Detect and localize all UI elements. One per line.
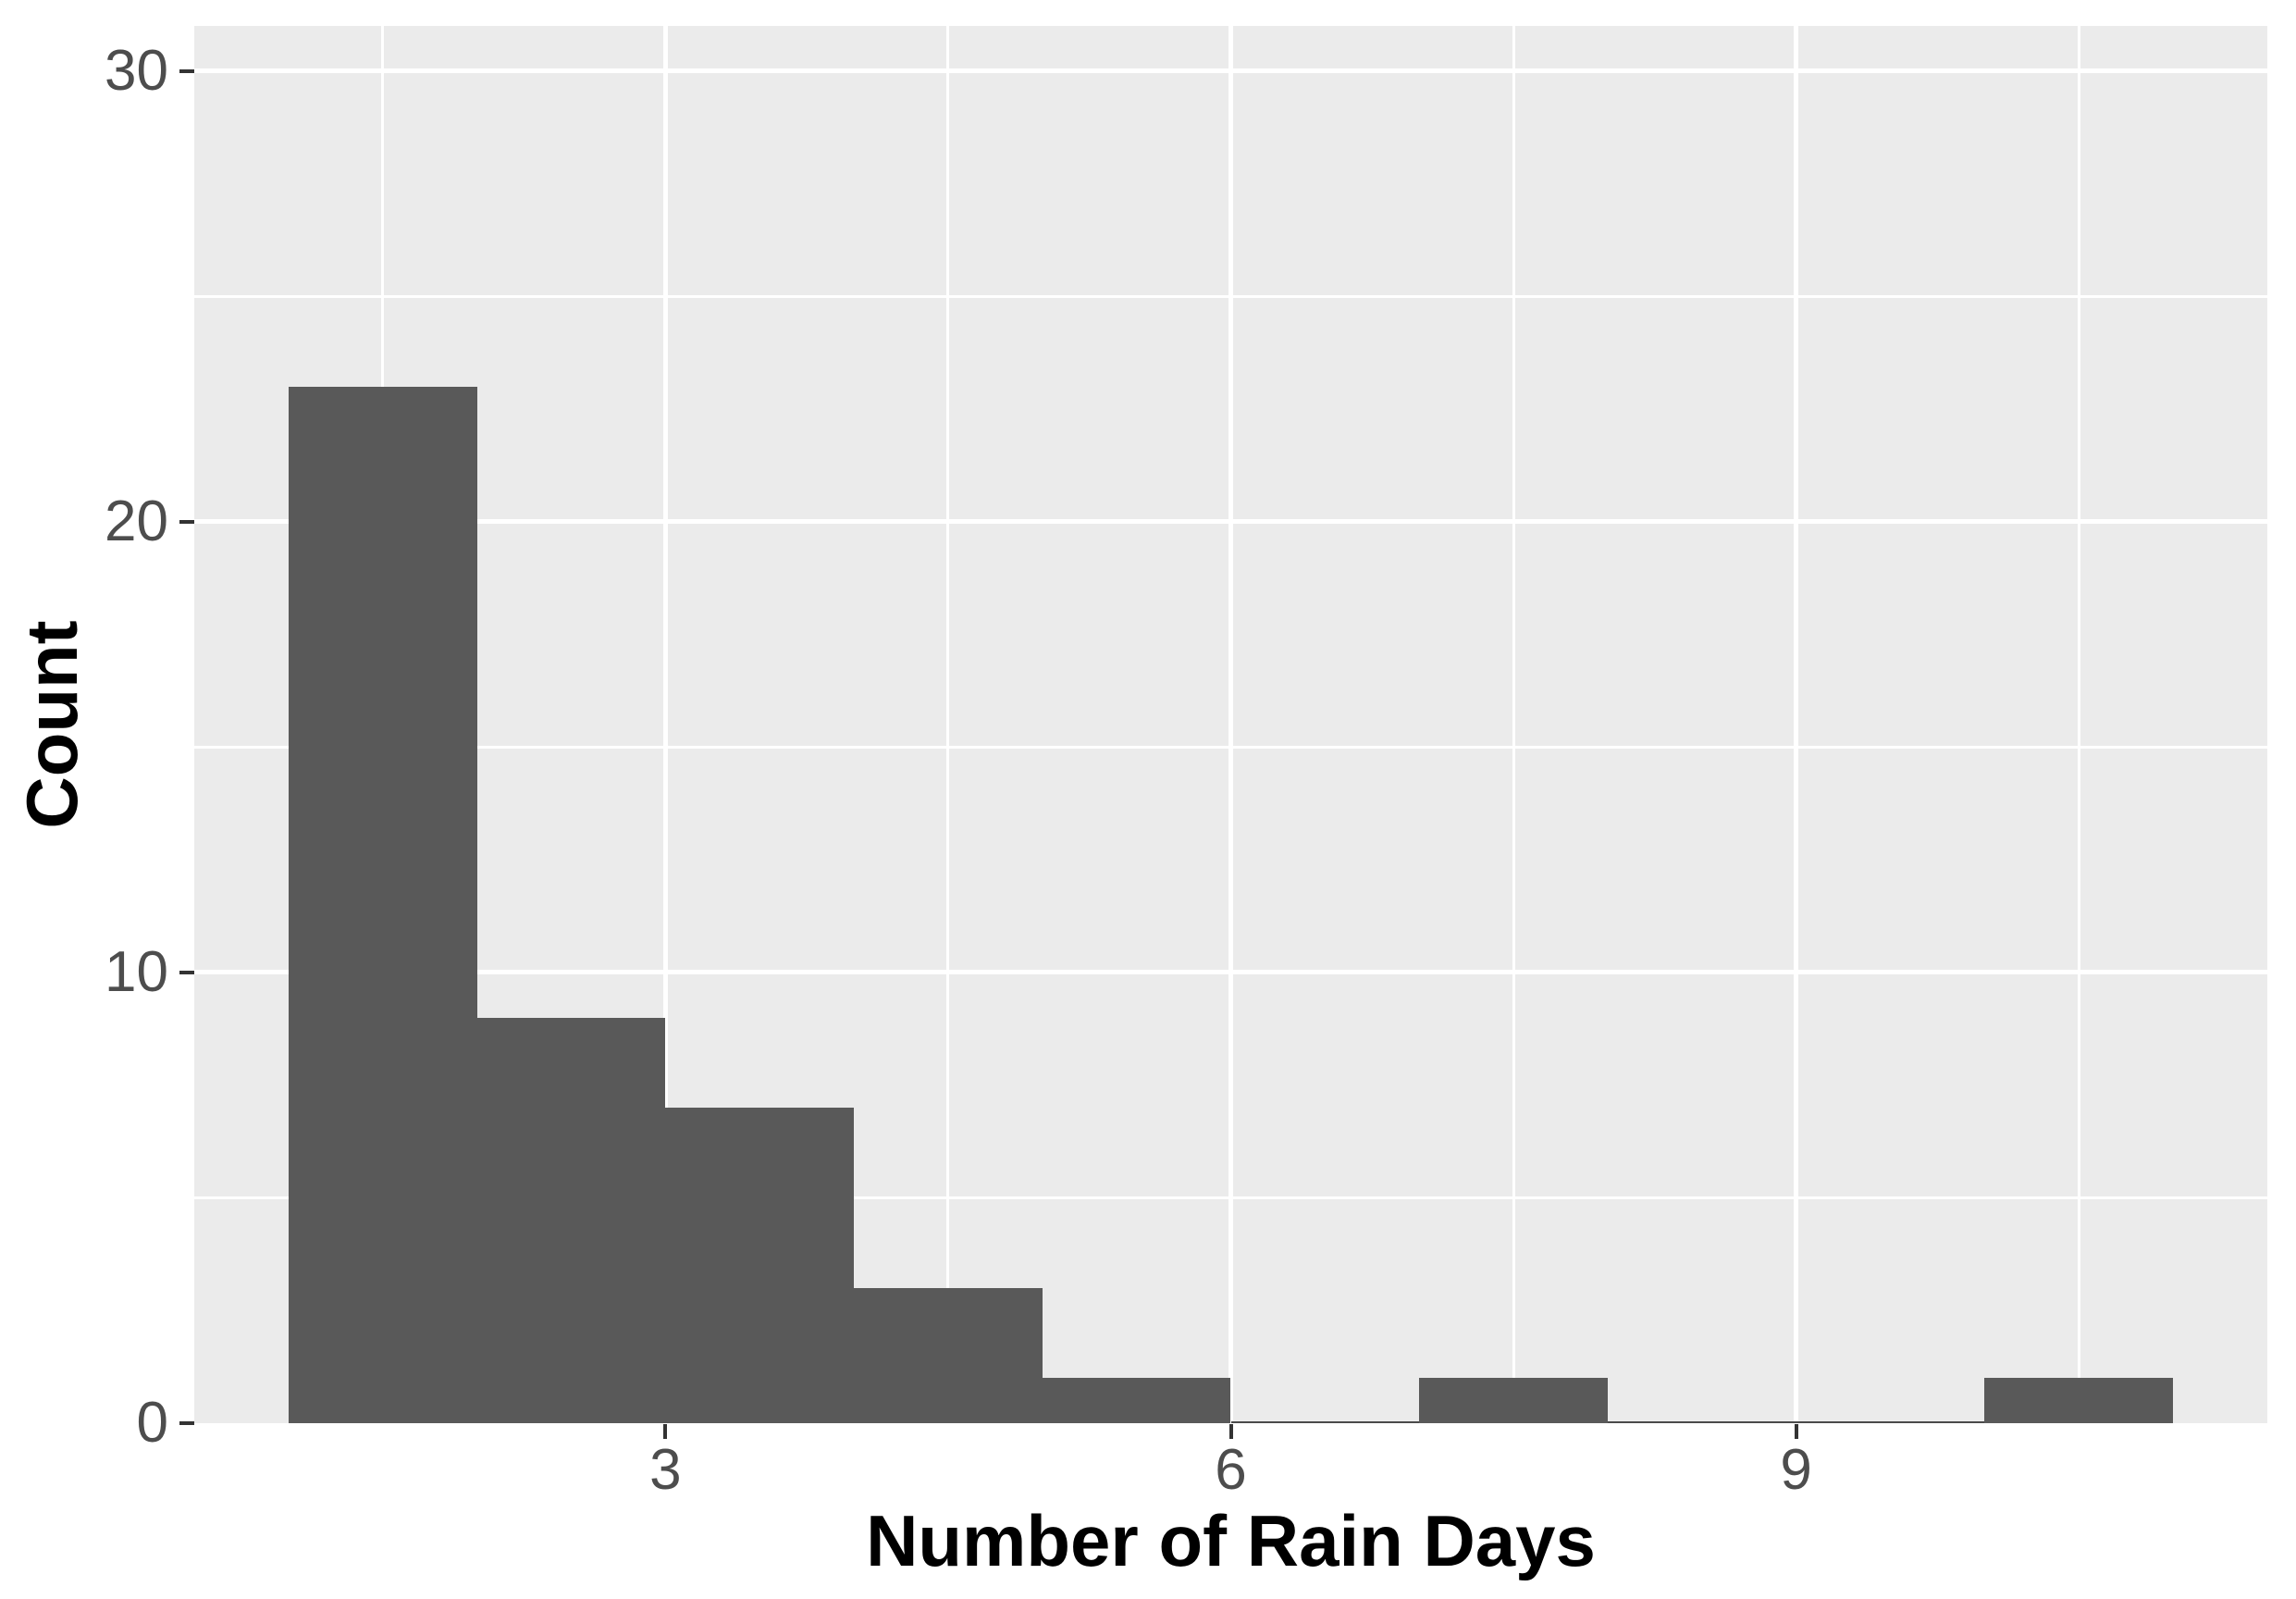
histogram-bar xyxy=(854,1287,1043,1423)
zero-count-bin-line xyxy=(1796,1421,1985,1423)
histogram-bar xyxy=(1984,1378,2174,1423)
x-tick-label: 9 xyxy=(1780,1438,1812,1502)
x-tick-label: 3 xyxy=(649,1438,682,1502)
histogram-bar xyxy=(1042,1378,1231,1423)
histogram-bar xyxy=(288,386,477,1423)
x-tick-mark xyxy=(663,1424,668,1439)
x-tick-mark xyxy=(1794,1424,1798,1439)
plot-panel xyxy=(194,26,2267,1423)
y-tick-mark xyxy=(179,970,194,974)
x-minor-gridline xyxy=(946,26,950,1423)
histogram-bar xyxy=(1419,1378,1608,1423)
zero-count-bin-line xyxy=(1230,1421,1420,1423)
x-minor-gridline xyxy=(2077,26,2080,1423)
y-tick-label: 20 xyxy=(105,489,168,553)
x-major-gridline xyxy=(1794,26,1799,1423)
x-major-gridline xyxy=(662,26,668,1423)
x-major-gridline xyxy=(1228,26,1233,1423)
y-tick-label: 30 xyxy=(105,38,168,103)
y-tick-label: 0 xyxy=(136,1391,168,1455)
y-tick-mark xyxy=(179,519,194,524)
x-axis-title: Number of Rain Days xyxy=(866,1500,1596,1581)
y-tick-label: 10 xyxy=(105,939,168,1004)
y-tick-mark xyxy=(179,68,194,73)
x-tick-label: 6 xyxy=(1215,1438,1247,1502)
y-tick-mark xyxy=(179,1421,194,1425)
x-tick-mark xyxy=(1228,1424,1233,1439)
x-minor-gridline xyxy=(1512,26,1515,1423)
histogram-bar xyxy=(665,1108,855,1423)
zero-count-bin-line xyxy=(1607,1421,1796,1423)
histogram-bar xyxy=(476,1017,666,1423)
y-axis-title: Count xyxy=(11,620,93,829)
